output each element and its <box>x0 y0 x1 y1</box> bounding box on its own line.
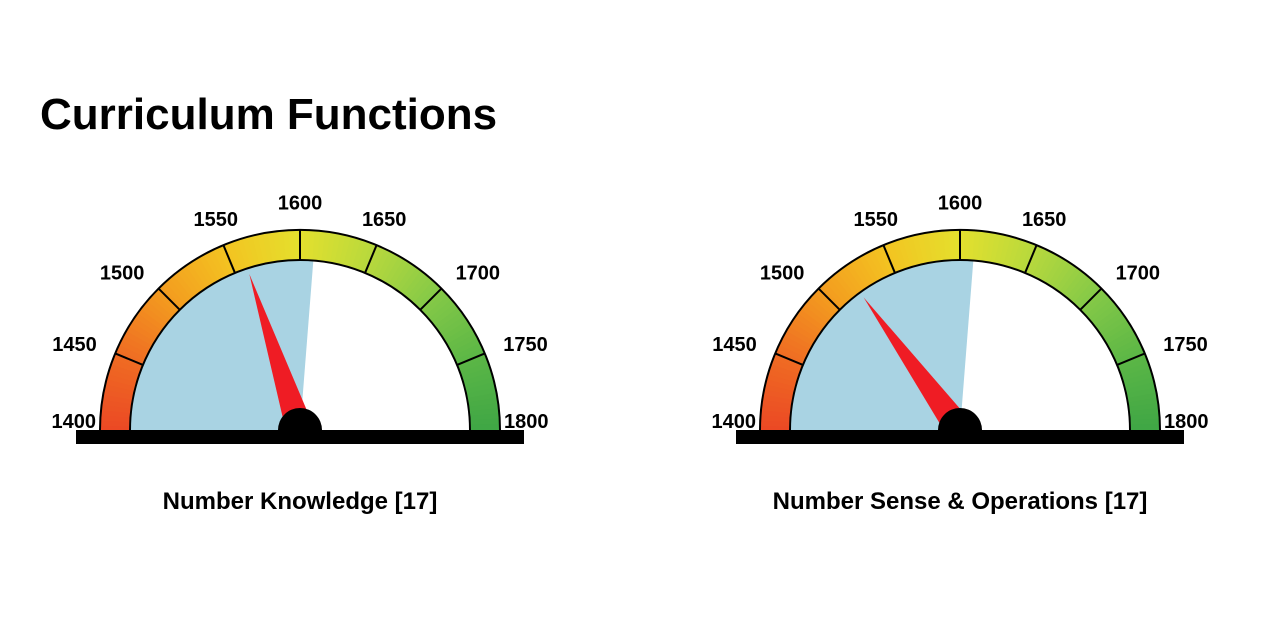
gauge-0-svg: 1400 1450 1500 1550 1600 1650 1700 1750 1800 <box>30 170 570 470</box>
gauge-tick-label: 1400 <box>52 411 97 433</box>
gauge-baseline <box>76 430 524 444</box>
gauge-tick-label: 1550 <box>194 209 239 231</box>
gauge-block-0: 1400 1450 1500 1550 1600 1650 1700 1750 1800 Num… <box>30 170 570 516</box>
gauges-row: 1400 1450 1500 1550 1600 1650 1700 1750 1800 Num… <box>30 170 1231 516</box>
gauge-baseline <box>736 430 1184 444</box>
gauge-tick-label: 1500 <box>760 263 805 285</box>
gauge-tick-label: 1650 <box>1022 209 1067 231</box>
page-title: Curriculum Functions <box>40 90 1231 140</box>
gauge-tick-label: 1550 <box>854 209 899 231</box>
gauge-tick-label: 1500 <box>100 263 145 285</box>
gauge-tick-label: 1800 <box>1164 411 1209 433</box>
gauge-tick-label: 1750 <box>503 334 548 356</box>
gauge-tick-label: 1650 <box>362 209 407 231</box>
page-root: Curriculum Functions 1400 1450 1500 1550 160… <box>0 0 1261 633</box>
gauge-1-caption: Number Sense & Operations [17] <box>773 488 1148 516</box>
gauge-tick-label: 1450 <box>52 334 97 356</box>
gauge-block-1: 1400 1450 1500 1550 1600 1650 1700 1750 1800 Num… <box>690 170 1230 516</box>
gauge-tick-label: 1700 <box>1116 263 1161 285</box>
gauge-0-caption: Number Knowledge [17] <box>163 488 438 516</box>
gauge-tick-label: 1450 <box>712 334 757 356</box>
gauge-1-svg: 1400 1450 1500 1550 1600 1650 1700 1750 1800 <box>690 170 1230 470</box>
gauge-tick-label: 1600 <box>938 192 983 214</box>
gauge-tick-label: 1400 <box>712 411 757 433</box>
gauge-tick-label: 1750 <box>1163 334 1208 356</box>
gauge-tick-label: 1600 <box>278 192 323 214</box>
gauge-tick-label: 1800 <box>504 411 549 433</box>
gauge-tick-label: 1700 <box>456 263 501 285</box>
